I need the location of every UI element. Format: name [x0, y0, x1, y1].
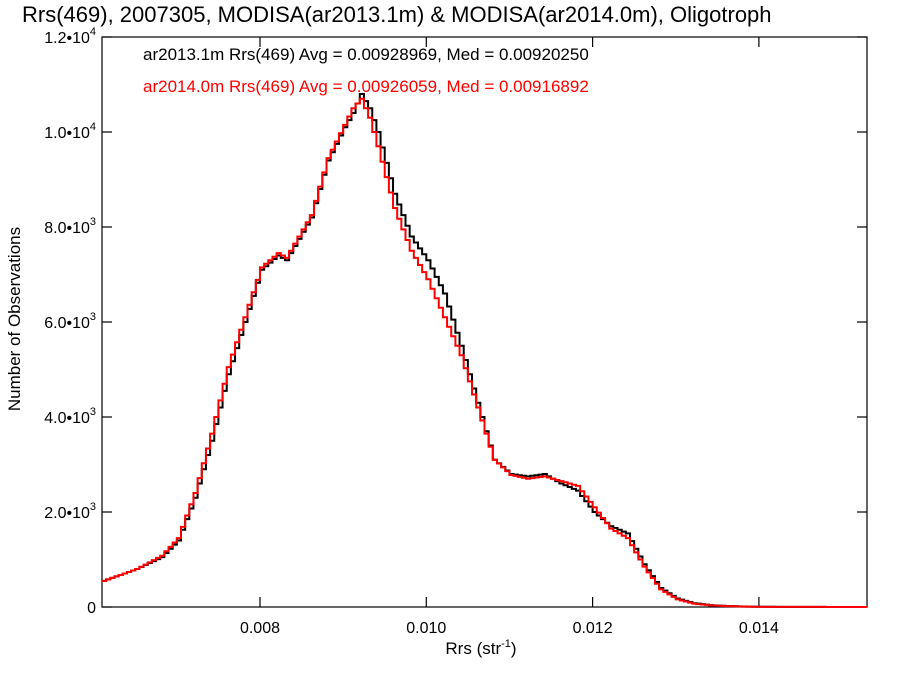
y-tick-exponent-1: 3	[90, 501, 96, 513]
y-tick-label-3: 6.0•103	[44, 311, 96, 332]
legend-entry-ar2014: ar2014.0m Rrs(469) Avg = 0.00926059, Med…	[143, 77, 589, 96]
legend: ar2013.1m Rrs(469) Avg = 0.00928969, Med…	[143, 45, 589, 96]
y-tick-label-1: 2.0•103	[44, 501, 96, 522]
y-tick-mantissa-1: 2.0•10	[44, 505, 90, 522]
legend-entry-ar2013: ar2013.1m Rrs(469) Avg = 0.00928969, Med…	[143, 45, 589, 64]
y-tick-label-6: 1.2•104	[44, 26, 96, 47]
x-axis-label-main: Rrs (str	[445, 639, 501, 658]
x-tick-label-1: 0.010	[406, 620, 446, 637]
x-tick-label-3: 0.014	[739, 620, 779, 637]
y-tick-exponent-2: 3	[90, 406, 96, 418]
chart-title: Rrs(469), 2007305, MODISA(ar2013.1m) & M…	[22, 2, 772, 27]
y-tick-mantissa-6: 1.2•10	[44, 30, 90, 47]
y-tick-label-2: 4.0•103	[44, 406, 96, 427]
x-tick-label-2: 0.012	[573, 620, 613, 637]
x-axis-label-superscript: -1	[501, 638, 511, 650]
y-tick-mantissa-5: 1.0•10	[44, 125, 90, 142]
y-tick-label-5: 1.0•104	[44, 121, 96, 142]
x-tick-label-0: 0.008	[240, 620, 280, 637]
y-tick-mantissa-3: 6.0•10	[44, 315, 90, 332]
y-axis-label: Number of Observations	[5, 227, 24, 411]
y-tick-label-0: 0	[87, 600, 96, 617]
y-axis-ticks: 02.0•1034.0•1036.0•1038.0•1031.0•1041.2•…	[44, 26, 867, 617]
series-line-1	[102, 97, 868, 608]
y-tick-label-4: 8.0•103	[44, 216, 96, 237]
y-tick-exponent-3: 3	[90, 311, 96, 323]
y-tick-exponent-4: 3	[90, 216, 96, 228]
y-tick-mantissa-4: 8.0•10	[44, 220, 90, 237]
axes	[101, 36, 868, 608]
series-group	[102, 93, 868, 608]
x-axis-label-close: )	[511, 639, 517, 658]
x-axis-ticks: 0.008 0.010 0.012 0.014	[240, 37, 779, 637]
x-axis-label: Rrs (str-1)	[445, 638, 516, 658]
plot-frame	[101, 36, 868, 608]
y-tick-mantissa-0: 0	[87, 600, 96, 617]
y-tick-exponent-5: 4	[90, 121, 96, 133]
series-line-0	[102, 93, 868, 608]
y-tick-mantissa-2: 4.0•10	[44, 410, 90, 427]
y-tick-exponent-6: 4	[90, 26, 96, 38]
